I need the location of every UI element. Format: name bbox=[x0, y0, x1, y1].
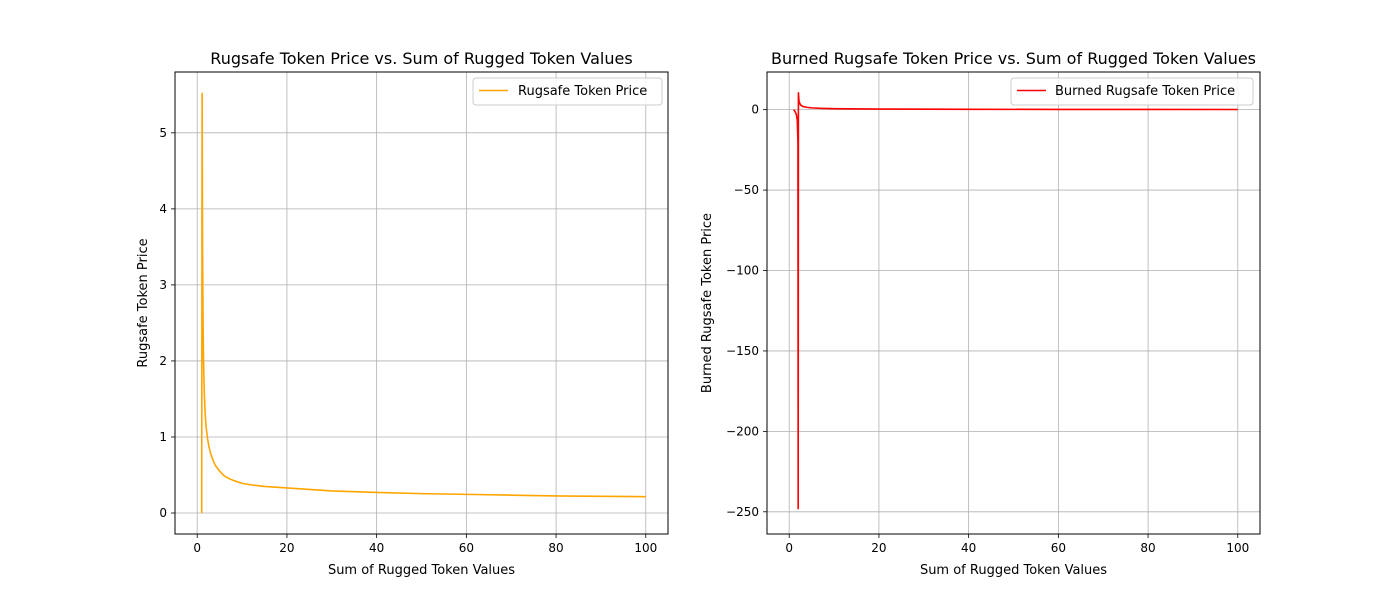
x-tick-label: 20 bbox=[871, 541, 886, 555]
y-tick-label: −200 bbox=[726, 424, 759, 438]
x-tick-label: 40 bbox=[369, 541, 384, 555]
x-tick-label: 80 bbox=[548, 541, 563, 555]
y-tick-label: −150 bbox=[726, 344, 759, 358]
y-tick-label: −50 bbox=[734, 183, 759, 197]
series-line bbox=[200, 92, 646, 514]
x-axis-label: Sum of Rugged Token Values bbox=[920, 563, 1107, 578]
x-tick-label: 60 bbox=[1051, 541, 1066, 555]
y-tick-label: 5 bbox=[159, 126, 167, 140]
legend: Rugsafe Token Price bbox=[472, 77, 663, 106]
x-tick-label: 80 bbox=[1140, 541, 1155, 555]
legend-box bbox=[472, 77, 663, 106]
chart-title: Burned Rugsafe Token Price vs. Sum of Ru… bbox=[771, 49, 1256, 68]
x-tick-label: 20 bbox=[279, 541, 294, 555]
y-tick-label: 3 bbox=[159, 278, 167, 292]
legend-label: Rugsafe Token Price bbox=[518, 84, 647, 99]
ticks-burned-price: 0 20 40 60 80 100 0 −50 −100 −150 −200 −250 bbox=[726, 103, 1249, 555]
y-tick-label: 1 bbox=[159, 430, 167, 444]
y-axis-label: Burned Rugsafe Token Price bbox=[700, 213, 715, 393]
plot-frame-burned-price bbox=[766, 71, 1261, 535]
series-layer-burned-price bbox=[793, 91, 1238, 510]
y-tick-label: 4 bbox=[159, 202, 167, 216]
x-tick-label: 60 bbox=[459, 541, 474, 555]
grid-rugsafe-price bbox=[175, 72, 668, 534]
ticks-rugsafe-price: 0 20 40 60 80 100 0 1 2 3 4 5 bbox=[159, 126, 657, 555]
legend: Burned Rugsafe Token Price bbox=[1010, 77, 1254, 106]
x-tick-label: 100 bbox=[634, 541, 657, 555]
series-line bbox=[793, 91, 1238, 510]
plot-frame-rugsafe-price bbox=[174, 71, 669, 535]
legend-box bbox=[1010, 77, 1254, 106]
x-tick-label: 100 bbox=[1226, 541, 1249, 555]
y-tick-label: −100 bbox=[726, 264, 759, 278]
x-tick-label: 0 bbox=[785, 541, 793, 555]
chart-rugsafe-price: 0 20 40 60 80 100 0 1 2 3 4 5 Rugsafe Token Price v… bbox=[136, 49, 669, 578]
y-tick-label: −250 bbox=[726, 505, 759, 519]
chart-title: Rugsafe Token Price vs. Sum of Rugged To… bbox=[210, 49, 632, 68]
x-tick-label: 40 bbox=[961, 541, 976, 555]
y-tick-label: 2 bbox=[159, 354, 167, 368]
x-axis-label: Sum of Rugged Token Values bbox=[328, 563, 515, 578]
y-axis-label: Rugsafe Token Price bbox=[136, 238, 151, 367]
y-tick-label: 0 bbox=[159, 506, 167, 520]
series-layer-rugsafe-price bbox=[200, 92, 646, 514]
x-tick-label: 0 bbox=[193, 541, 201, 555]
y-tick-label: 0 bbox=[751, 103, 759, 117]
legend-label: Burned Rugsafe Token Price bbox=[1055, 84, 1235, 99]
chart-burned-price: 0 20 40 60 80 100 0 −50 −100 −150 −200 −250 Burned … bbox=[700, 49, 1261, 578]
